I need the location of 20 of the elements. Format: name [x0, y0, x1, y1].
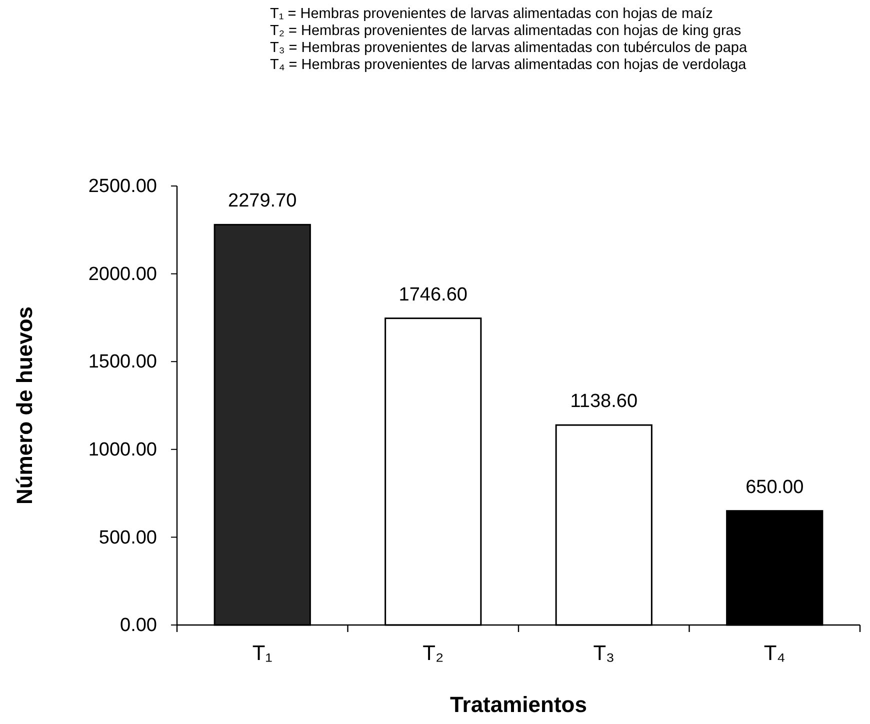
x-tick-label: T₃: [593, 642, 615, 665]
text: T₂ = Hembras provenientes de larvas alimentadas con hojas de king gras: [270, 23, 742, 39]
data-label: 1746.60: [398, 284, 468, 306]
data-label: 2279.70: [228, 190, 297, 212]
y-tick-label: 2000.00: [88, 264, 157, 285]
y-tick-label: 1500.00: [88, 352, 157, 373]
text: T₄ = Hembras provenientes de larvas alimentadas con hojas de verdolaga: [270, 57, 748, 73]
y-axis-title: Número de huevos: [12, 306, 37, 505]
y-tick-label: 2500.00: [88, 176, 157, 198]
y-tick-label: 1000.00: [88, 439, 157, 460]
x-tick-label: T₁: [252, 642, 272, 665]
x-tick-label: T₄: [764, 642, 786, 665]
data-label: 1138.60: [570, 391, 638, 412]
y-tick-label: 500.00: [98, 527, 157, 548]
x-axis-title: Tratamientos: [450, 692, 587, 717]
y-tick-label: 0.00: [120, 615, 157, 636]
text: T₃ = Hembras provenientes de larvas alimentadas con tubérculos de papa: [270, 40, 748, 56]
x-tick-label: T₂: [422, 642, 444, 665]
text: T₁ = Hembras provenientes de larvas alimentadas con hojas de maíz: [270, 6, 713, 22]
data-label: 650.00: [746, 476, 804, 498]
